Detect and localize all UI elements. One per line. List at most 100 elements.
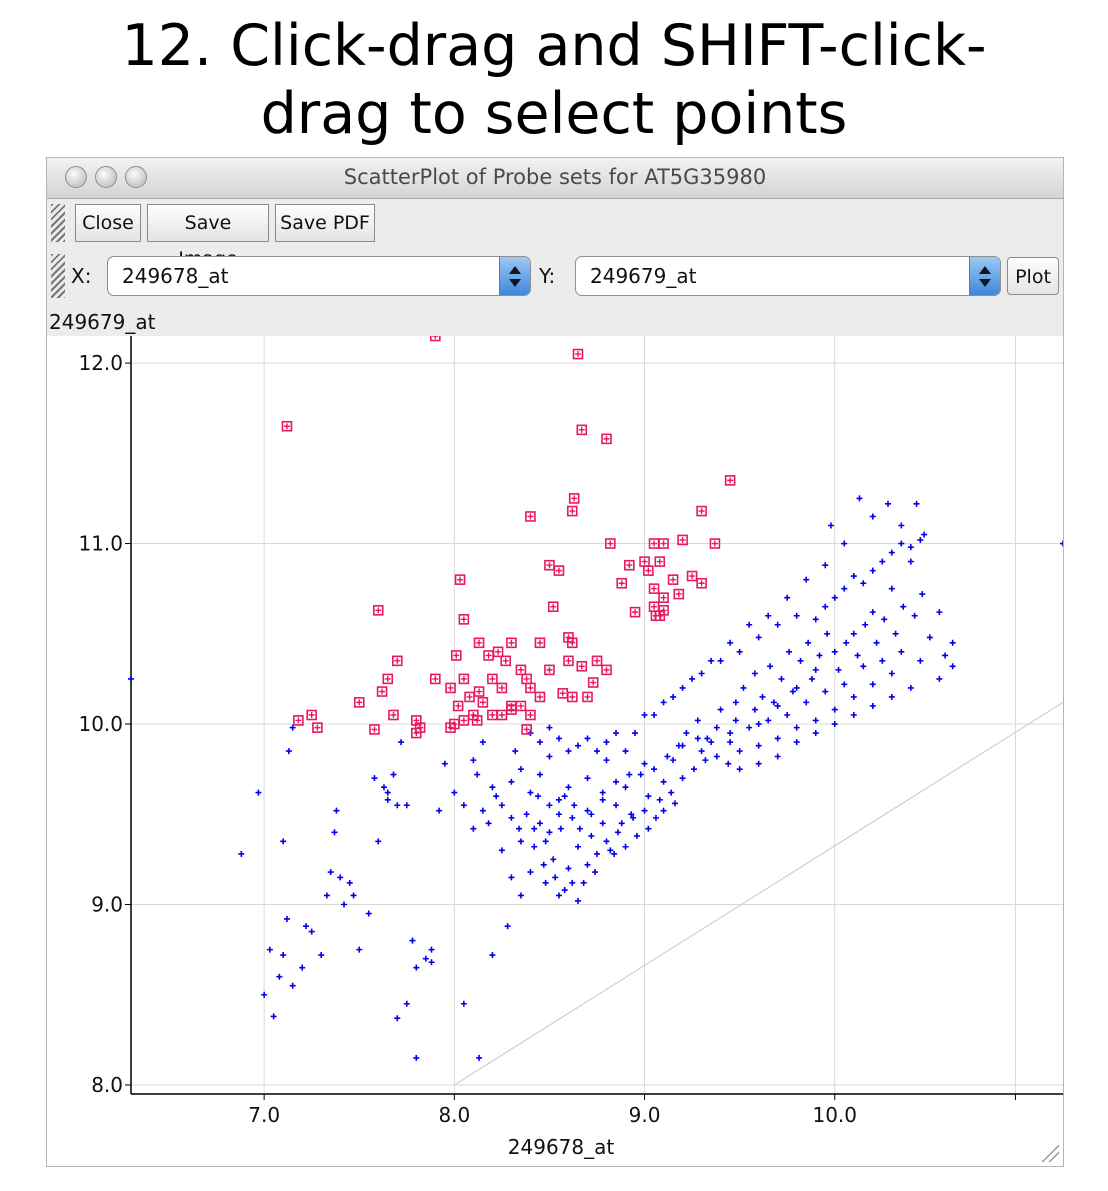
selected-data-point[interactable]	[696, 505, 707, 517]
selected-data-point[interactable]	[616, 577, 628, 589]
data-point[interactable]	[888, 693, 895, 700]
data-point[interactable]	[679, 684, 686, 691]
selected-data-point[interactable]	[487, 709, 498, 721]
selected-data-point[interactable]	[563, 655, 574, 667]
data-point[interactable]	[238, 850, 245, 857]
data-point[interactable]	[531, 825, 538, 832]
data-point[interactable]	[403, 802, 410, 809]
data-point[interactable]	[679, 775, 686, 782]
selected-data-point[interactable]	[686, 570, 698, 582]
data-point[interactable]	[527, 869, 534, 876]
data-point[interactable]	[588, 811, 595, 818]
data-point[interactable]	[270, 1013, 277, 1020]
data-point[interactable]	[561, 793, 568, 800]
data-point[interactable]	[630, 814, 637, 821]
data-point[interactable]	[759, 693, 766, 700]
data-point[interactable]	[584, 735, 591, 742]
data-point[interactable]	[588, 832, 595, 839]
data-point[interactable]	[812, 616, 819, 623]
data-point[interactable]	[637, 771, 644, 778]
data-point[interactable]	[561, 887, 568, 894]
data-point[interactable]	[628, 811, 635, 818]
selected-data-point[interactable]	[464, 691, 475, 703]
selected-data-point[interactable]	[557, 688, 569, 699]
selected-data-point[interactable]	[372, 605, 384, 616]
selected-data-point[interactable]	[458, 614, 470, 625]
data-point[interactable]	[860, 663, 867, 670]
data-point[interactable]	[843, 639, 850, 646]
data-point[interactable]	[850, 712, 857, 718]
data-point[interactable]	[746, 724, 753, 731]
data-point[interactable]	[428, 959, 435, 966]
data-point[interactable]	[508, 874, 515, 881]
selected-data-point[interactable]	[648, 538, 660, 549]
data-point[interactable]	[569, 879, 576, 886]
data-point[interactable]	[793, 684, 800, 691]
data-point[interactable]	[736, 748, 743, 755]
selected-data-point[interactable]	[450, 650, 462, 661]
data-point[interactable]	[594, 748, 600, 755]
data-point[interactable]	[751, 706, 758, 713]
data-point[interactable]	[774, 702, 781, 709]
data-point[interactable]	[949, 639, 956, 646]
data-point[interactable]	[740, 684, 747, 691]
data-point[interactable]	[641, 760, 648, 767]
data-point[interactable]	[670, 693, 677, 700]
data-point[interactable]	[645, 825, 652, 832]
data-point[interactable]	[873, 639, 880, 646]
data-point[interactable]	[318, 952, 325, 959]
controls-grip-handle[interactable]	[51, 254, 65, 298]
data-point[interactable]	[727, 730, 734, 737]
data-point[interactable]	[365, 910, 372, 917]
data-point[interactable]	[302, 923, 309, 930]
selected-data-point[interactable]	[553, 565, 565, 576]
selected-data-point[interactable]	[654, 556, 666, 567]
selected-data-point[interactable]	[452, 700, 464, 712]
selected-data-point[interactable]	[673, 588, 685, 600]
data-point[interactable]	[765, 717, 772, 724]
data-point[interactable]	[517, 892, 524, 899]
selected-data-point[interactable]	[566, 505, 578, 517]
data-point[interactable]	[476, 1054, 483, 1061]
data-point[interactable]	[498, 802, 505, 809]
data-point[interactable]	[599, 796, 606, 803]
data-point[interactable]	[516, 825, 523, 832]
data-point[interactable]	[626, 771, 633, 778]
scatter-plot-area[interactable]: 7.0 8.0 9.0 10.0 12.0 11.0 10.0 9.0 8.0 249678_at	[47, 330, 1066, 1166]
selected-data-point[interactable]	[306, 709, 317, 721]
selected-data-point[interactable]	[709, 538, 721, 549]
data-point[interactable]	[599, 789, 606, 796]
data-point[interactable]	[694, 735, 701, 742]
selected-data-point[interactable]	[572, 348, 584, 360]
selected-data-point[interactable]	[534, 691, 546, 703]
data-point[interactable]	[850, 573, 857, 580]
data-point[interactable]	[725, 760, 732, 767]
data-point[interactable]	[767, 663, 774, 670]
data-point[interactable]	[822, 562, 829, 569]
data-point[interactable]	[900, 603, 907, 610]
data-point[interactable]	[698, 670, 705, 677]
data-point[interactable]	[527, 789, 534, 796]
data-point[interactable]	[535, 793, 542, 800]
data-point[interactable]	[398, 739, 405, 746]
data-point[interactable]	[422, 955, 429, 962]
data-point[interactable]	[523, 811, 530, 818]
data-point[interactable]	[489, 784, 496, 791]
y-axis-select[interactable]: 249679_at	[575, 256, 1001, 296]
data-point[interactable]	[574, 742, 581, 749]
data-point[interactable]	[436, 807, 443, 814]
selected-data-point[interactable]	[473, 637, 485, 649]
data-point[interactable]	[592, 869, 599, 876]
data-point[interactable]	[805, 639, 812, 646]
data-point[interactable]	[613, 802, 620, 809]
data-point[interactable]	[550, 856, 557, 863]
data-point[interactable]	[327, 869, 334, 876]
selected-data-point[interactable]	[500, 655, 512, 667]
data-point[interactable]	[409, 937, 416, 944]
selected-data-point[interactable]	[547, 601, 559, 613]
data-point[interactable]	[885, 500, 892, 507]
data-point[interactable]	[584, 775, 591, 782]
data-point[interactable]	[470, 757, 477, 764]
data-point[interactable]	[913, 500, 920, 507]
selected-data-point[interactable]	[624, 559, 635, 571]
